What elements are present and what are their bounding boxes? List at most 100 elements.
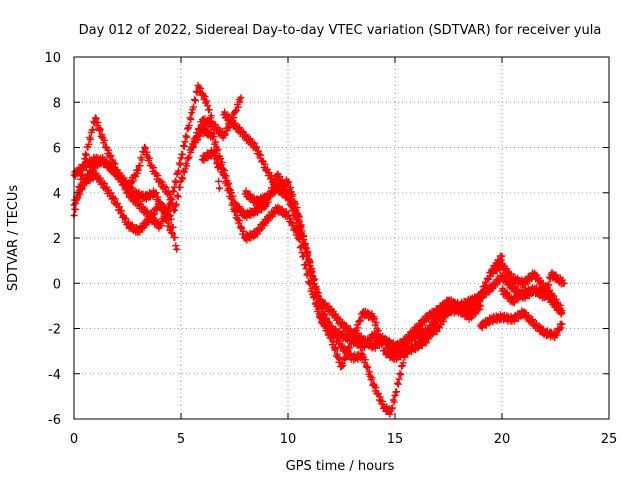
data-point — [265, 195, 269, 199]
data-point — [232, 209, 237, 213]
data-point — [239, 96, 243, 100]
x-tick-label: 25 — [601, 432, 618, 447]
data-point — [361, 345, 365, 349]
data-point — [211, 134, 215, 138]
data-point — [170, 231, 174, 236]
data-point — [339, 365, 344, 369]
series-track-8 — [241, 183, 485, 353]
y-tick-label: 8 — [53, 96, 61, 111]
data-point — [275, 173, 279, 177]
y-tick-label: 2 — [53, 232, 61, 247]
data-point — [179, 179, 183, 183]
data-point — [446, 308, 451, 312]
data-point — [205, 100, 209, 104]
data-point — [339, 345, 344, 349]
data-point — [339, 333, 344, 337]
y-tick-label: 6 — [53, 142, 61, 157]
data-point — [511, 299, 515, 303]
data-point — [200, 157, 204, 161]
x-tick-label: 5 — [177, 432, 185, 447]
data-point — [115, 202, 119, 206]
data-point — [275, 207, 279, 211]
data-point — [414, 333, 418, 337]
data-point — [254, 200, 258, 204]
data-point — [200, 127, 204, 131]
axis-ticks: 0 5 10 15 20 25 -6 -4 -2 0 2 4 6 8 10 — [44, 51, 617, 447]
data-point — [211, 150, 215, 154]
data-point — [436, 326, 440, 331]
data-point — [446, 299, 451, 303]
data-point — [404, 340, 408, 344]
y-tick-label: 4 — [53, 187, 61, 202]
data-point — [286, 213, 290, 217]
data-point — [479, 304, 483, 308]
data-point — [393, 345, 397, 349]
data-point — [179, 157, 183, 161]
data-point — [425, 329, 429, 333]
data-point — [382, 338, 386, 342]
data-point — [389, 410, 393, 414]
data-point — [143, 145, 147, 150]
data-point — [329, 308, 333, 312]
data-point — [489, 270, 493, 274]
data-point — [556, 277, 560, 281]
data-point — [217, 186, 222, 190]
data-point — [425, 338, 429, 342]
data-point — [372, 333, 376, 337]
data-point — [78, 186, 82, 190]
data-point — [436, 315, 440, 319]
data-point — [318, 299, 322, 303]
y-tick-label: -2 — [48, 323, 61, 338]
data-point — [232, 112, 237, 116]
data-point — [382, 349, 386, 353]
x-axis-label: GPS time / hours — [286, 459, 395, 474]
data-point — [361, 311, 365, 315]
data-point — [164, 218, 168, 222]
grid — [74, 57, 609, 419]
data-point — [393, 394, 397, 398]
data-point — [254, 231, 258, 236]
data-point — [500, 263, 504, 267]
data-point — [104, 145, 108, 150]
data-point — [489, 317, 493, 321]
data-point — [560, 308, 564, 312]
data-point — [254, 145, 258, 150]
data-point — [232, 123, 237, 127]
data-point — [297, 225, 301, 229]
data-point — [254, 209, 258, 213]
data-point — [110, 168, 115, 172]
data-point — [243, 134, 247, 138]
data-point — [414, 326, 418, 331]
data-points — [70, 81, 568, 418]
data-point — [372, 315, 376, 319]
data-point — [511, 277, 515, 281]
data-point — [329, 336, 333, 340]
series-track-9 — [477, 307, 566, 341]
data-point — [83, 157, 87, 161]
data-point — [166, 191, 170, 195]
data-point — [511, 317, 515, 321]
data-point — [425, 315, 429, 319]
data-point — [393, 356, 397, 360]
data-point — [158, 179, 162, 183]
data-point — [136, 202, 140, 206]
x-tick-label: 15 — [387, 432, 404, 447]
y-axis-label: SDTVAR / TECUs — [6, 185, 21, 292]
data-point — [500, 254, 504, 258]
data-point — [132, 191, 136, 195]
data-point — [489, 286, 493, 290]
data-point — [200, 118, 204, 122]
data-point — [372, 383, 376, 387]
data-point — [468, 315, 472, 319]
data-point — [318, 315, 322, 319]
data-point — [93, 173, 97, 177]
data-point — [196, 84, 200, 88]
y-tick-label: -4 — [48, 368, 61, 383]
data-point — [414, 345, 418, 349]
data-point — [211, 123, 215, 127]
data-point — [361, 354, 365, 358]
data-point — [136, 168, 140, 172]
data-point — [149, 164, 153, 168]
data-point — [404, 349, 408, 353]
data-point — [500, 274, 504, 279]
